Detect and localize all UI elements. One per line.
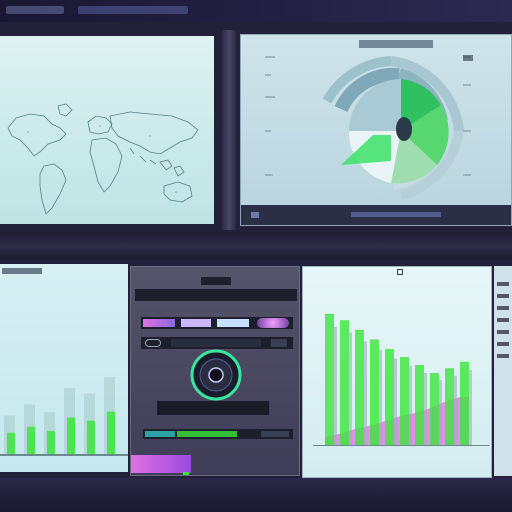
right-bar — [445, 368, 454, 445]
toggle-pill-left[interactable] — [143, 319, 175, 327]
center-header — [135, 289, 297, 301]
world-map-icon — [7, 103, 199, 215]
side-list-item[interactable] — [497, 318, 509, 322]
side-list-item[interactable] — [497, 330, 509, 334]
right-bar — [340, 320, 349, 445]
left-bar-chart — [0, 377, 128, 456]
knob-icon[interactable] — [186, 345, 246, 405]
progress-fill — [145, 431, 175, 437]
footer-marker — [251, 212, 259, 218]
toggle-row[interactable] — [141, 317, 293, 329]
left-bar — [107, 411, 115, 454]
side-list — [494, 266, 512, 476]
search-button[interactable] — [271, 339, 287, 347]
right-bar — [355, 329, 364, 445]
accent-dot — [183, 472, 189, 475]
right-bar — [385, 349, 394, 445]
radial-dashboard-panel — [240, 34, 512, 226]
left-chart-title — [2, 268, 42, 274]
left-bar-chart-panel — [0, 264, 128, 472]
bottom-strip — [0, 478, 512, 512]
side-list-item[interactable] — [497, 354, 509, 358]
left-bar — [87, 420, 95, 454]
world-map-panel — [0, 36, 214, 224]
right-bar — [460, 361, 469, 445]
toggle-label — [181, 319, 211, 327]
right-bar-shadow — [379, 349, 382, 445]
top-bar — [0, 0, 512, 22]
side-list-item[interactable] — [497, 282, 509, 286]
search-row[interactable] — [141, 337, 293, 349]
top-tab-2[interactable] — [78, 6, 188, 14]
left-bar — [47, 431, 55, 454]
right-baseline — [313, 445, 489, 446]
side-list-item[interactable] — [497, 294, 509, 298]
left-bar — [7, 432, 15, 454]
center-control-panel — [130, 266, 300, 476]
right-bar — [415, 365, 424, 445]
left-bar — [67, 417, 75, 454]
right-bar-shadow — [364, 341, 367, 445]
top-tab-1[interactable] — [6, 6, 64, 14]
toggle-pill-mid[interactable] — [217, 319, 249, 327]
radial-sunburst-chart-icon — [265, 55, 473, 200]
right-bar-shadow — [469, 370, 472, 445]
vertical-divider — [222, 30, 236, 230]
right-bar-shadow — [349, 332, 352, 445]
right-bar-shadow — [334, 326, 337, 445]
horizontal-divider — [0, 232, 512, 260]
right-bar-shadow — [424, 373, 427, 445]
progress-label — [177, 431, 237, 437]
right-bar — [430, 373, 439, 445]
footer-bar — [351, 212, 441, 217]
search-icon[interactable] — [145, 339, 161, 347]
right-bar-shadow — [454, 375, 457, 445]
progress-end — [261, 431, 289, 437]
side-list-item[interactable] — [497, 342, 509, 346]
side-list-item[interactable] — [497, 306, 509, 310]
right-chart-panel — [302, 266, 492, 478]
left-baseline — [0, 454, 128, 456]
right-bar-shadow — [394, 358, 397, 445]
center-readout — [157, 401, 269, 415]
right-bar — [370, 339, 379, 445]
center-header-badge — [201, 277, 231, 285]
right-bar-shadow — [439, 380, 442, 445]
progress-row — [143, 429, 293, 439]
right-bar — [325, 313, 334, 445]
right-chart-title-icon — [397, 269, 403, 275]
search-label — [171, 339, 261, 347]
toggle-knob-icon[interactable] — [257, 318, 289, 328]
dashboard-title — [359, 40, 433, 48]
dashboard-footer — [241, 205, 511, 225]
right-bar — [400, 357, 409, 445]
right-bar-shadow — [409, 365, 412, 445]
accent-block — [131, 455, 191, 473]
left-bar — [27, 426, 35, 454]
right-bar-area-chart — [313, 313, 489, 446]
